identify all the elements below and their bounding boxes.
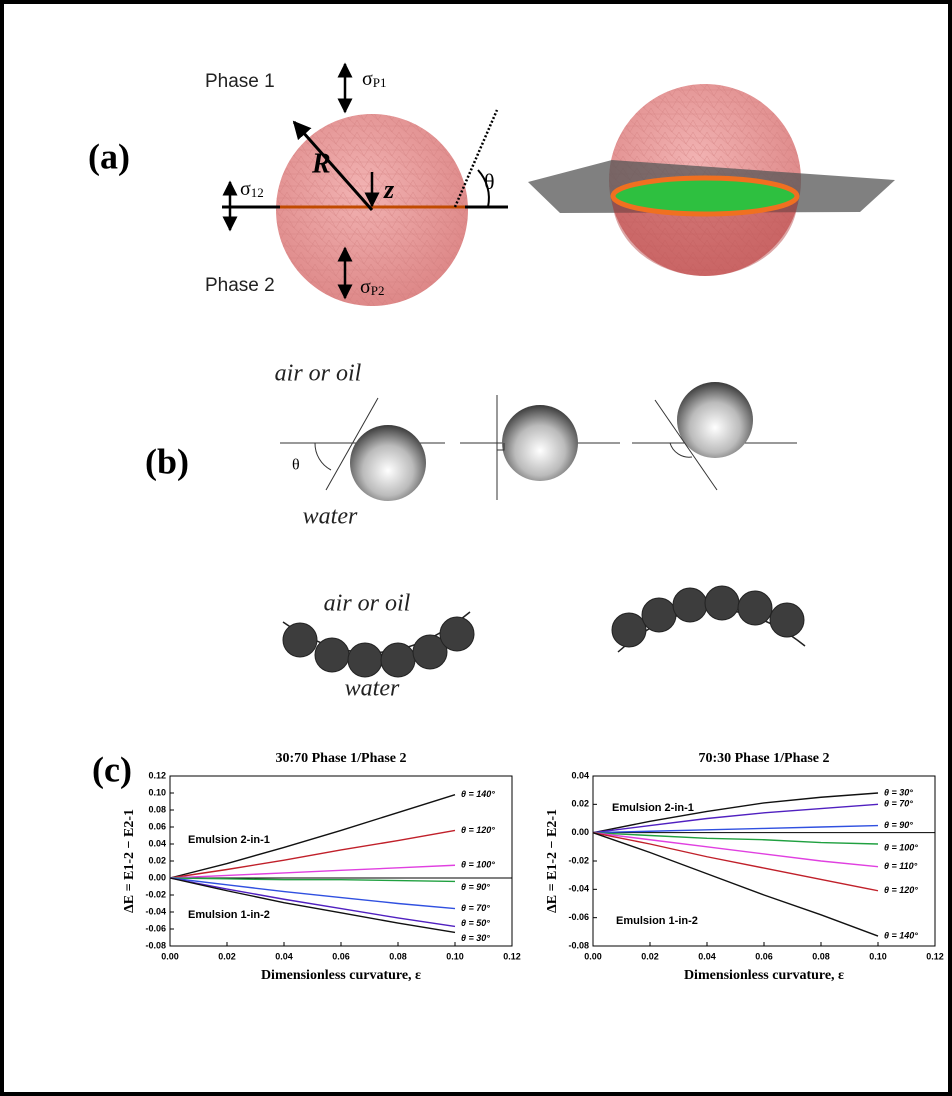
x-tick-label: 0.00 xyxy=(584,951,602,961)
x-tick-label: 0.12 xyxy=(503,951,521,961)
panel-label: (a) xyxy=(88,136,130,176)
y-tick-label: -0.02 xyxy=(145,889,166,899)
chart-title: 70:30 Phase 1/Phase 2 xyxy=(698,751,829,766)
y-tick-label: 0.02 xyxy=(571,799,589,809)
series-label: θ = 120° xyxy=(884,885,918,895)
y-tick-label: 0.10 xyxy=(148,787,166,797)
angle-label: θ xyxy=(292,457,300,474)
annotation: Emulsion 1-in-2 xyxy=(616,915,698,927)
annotation: Emulsion 2-in-1 xyxy=(188,834,270,846)
y-tick-label: 0.02 xyxy=(148,855,166,865)
y-axis-label: ΔE = E1-2 − E2-1 xyxy=(545,809,560,913)
series-label: θ = 70° xyxy=(884,799,913,809)
panel-label: (c) xyxy=(92,749,132,789)
x-tick-label: 0.06 xyxy=(332,951,350,961)
series-label: θ = 30° xyxy=(461,933,490,943)
series-label: θ = 30° xyxy=(884,787,913,797)
frame xyxy=(2,2,950,1094)
series-label: θ = 110° xyxy=(884,861,918,871)
y-tick-label: -0.06 xyxy=(145,923,166,933)
medium-label: water xyxy=(345,676,400,702)
figure: (a) Phase 1 Phase 2 σP1 σ12 σP2 R z θ (b… xyxy=(0,0,952,1096)
series-label: θ = 140° xyxy=(461,789,495,799)
y-tick-label: 0.00 xyxy=(571,827,589,837)
annotation: Emulsion 1-in-2 xyxy=(188,909,270,921)
x-tick-label: 0.10 xyxy=(446,951,464,961)
series-label: θ = 50° xyxy=(461,918,490,928)
x-tick-label: 0.00 xyxy=(161,951,179,961)
series-label: θ = 120° xyxy=(461,825,495,835)
series-label: θ = 90° xyxy=(884,820,913,830)
medium-label: air or oil xyxy=(275,361,362,387)
chart-title: 30:70 Phase 1/Phase 2 xyxy=(275,751,406,766)
medium-label: water xyxy=(303,504,358,530)
y-tick-label: 0.04 xyxy=(148,838,166,848)
x-tick-label: 0.10 xyxy=(869,951,887,961)
y-tick-label: -0.02 xyxy=(568,855,589,865)
y-tick-label: -0.04 xyxy=(568,884,589,894)
x-tick-label: 0.04 xyxy=(698,951,716,961)
phase-label: Phase 1 xyxy=(205,71,275,92)
series-label: θ = 140° xyxy=(884,930,918,940)
y-axis-label: ΔE = E1-2 − E2-1 xyxy=(122,809,137,913)
y-tick-label: 0.12 xyxy=(148,770,166,780)
panel-label: (b) xyxy=(145,441,189,481)
y-tick-label: -0.08 xyxy=(145,940,166,950)
height-label: z xyxy=(383,175,395,204)
x-axis-label: Dimensionless curvature, ε xyxy=(261,968,421,983)
y-tick-label: -0.06 xyxy=(568,912,589,922)
x-tick-label: 0.04 xyxy=(275,951,293,961)
y-tick-label: -0.04 xyxy=(145,906,166,916)
angle-label: θ xyxy=(484,169,495,194)
series-label: θ = 100° xyxy=(884,842,918,852)
x-tick-label: 0.02 xyxy=(218,951,236,961)
series-label: θ = 70° xyxy=(461,903,490,913)
y-tick-label: 0.04 xyxy=(571,770,589,780)
x-tick-label: 0.08 xyxy=(812,951,830,961)
x-tick-label: 0.06 xyxy=(755,951,773,961)
radius-label: R xyxy=(311,148,331,179)
x-tick-label: 0.12 xyxy=(926,951,944,961)
medium-label: air or oil xyxy=(324,591,411,617)
y-tick-label: 0.08 xyxy=(148,804,166,814)
annotation: Emulsion 2-in-1 xyxy=(612,802,694,814)
phase-label: Phase 2 xyxy=(205,275,275,296)
y-tick-label: -0.08 xyxy=(568,940,589,950)
x-axis-label: Dimensionless curvature, ε xyxy=(684,968,844,983)
y-tick-label: 0.00 xyxy=(148,872,166,882)
y-tick-label: 0.06 xyxy=(148,821,166,831)
x-tick-label: 0.08 xyxy=(389,951,407,961)
series-label: θ = 100° xyxy=(461,860,495,870)
series-label: θ = 90° xyxy=(461,882,490,892)
x-tick-label: 0.02 xyxy=(641,951,659,961)
